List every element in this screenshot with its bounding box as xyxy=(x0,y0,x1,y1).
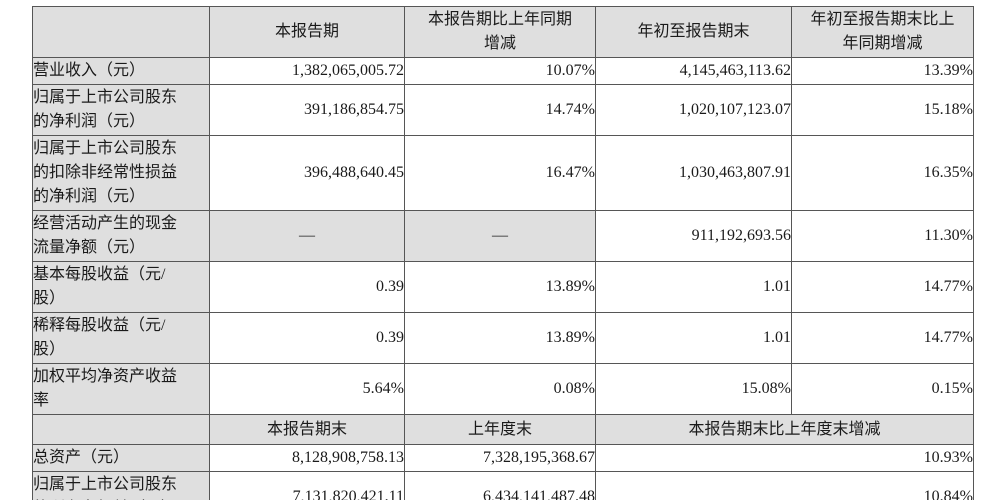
header-period-end: 本报告期末 xyxy=(209,414,405,445)
cell-current-period: 1,382,065,005.72 xyxy=(209,57,405,85)
table-row: 基本每股收益（元/ 股） 0.39 13.89% 1.01 14.77% xyxy=(32,261,974,313)
cell-ytd: 1,030,463,807.91 xyxy=(595,135,792,211)
row-label: 基本每股收益（元/ 股） xyxy=(32,261,210,313)
cell-ytd-yoy-change: 13.39% xyxy=(791,57,974,85)
row-label: 稀释每股收益（元/ 股） xyxy=(32,312,210,364)
table-row: 稀释每股收益（元/ 股） 0.39 13.89% 1.01 14.77% xyxy=(32,312,974,364)
cell-ytd: 911,192,693.56 xyxy=(595,210,792,262)
cell-ytd-yoy-change: 11.30% xyxy=(791,210,974,262)
cell-yoy-change: 16.47% xyxy=(404,135,596,211)
cell-ytd-yoy-change: 14.77% xyxy=(791,312,974,364)
cell-ytd: 1.01 xyxy=(595,261,792,313)
cell-current-period: 0.39 xyxy=(209,312,405,364)
cell-current-period: 0.39 xyxy=(209,261,405,313)
cell-current-period: 391,186,854.75 xyxy=(209,84,405,136)
section1-header-row: 本报告期 本报告期比上年同期 增减 年初至报告期末 年初至报告期末比上 年同期增… xyxy=(32,6,974,58)
header-current-period: 本报告期 xyxy=(209,6,405,58)
cell-yoy-change: 14.74% xyxy=(404,84,596,136)
cell-yoy-change-dash: — xyxy=(404,210,596,262)
cell-yoy-change: 13.89% xyxy=(404,312,596,364)
table-row: 经营活动产生的现金 流量净额（元） — — 911,192,693.56 11.… xyxy=(32,210,974,262)
header-ytd-yoy-change: 年初至报告期末比上 年同期增减 xyxy=(791,6,974,58)
cell-ytd-yoy-change: 16.35% xyxy=(791,135,974,211)
cell-yoy-change: 10.07% xyxy=(404,57,596,85)
cell-current-period: 396,488,640.45 xyxy=(209,135,405,211)
cell-current-period: 5.64% xyxy=(209,363,405,415)
cell-ytd: 1.01 xyxy=(595,312,792,364)
cell-current-period-dash: — xyxy=(209,210,405,262)
row-label: 归属于上市公司股东 的净利润（元） xyxy=(32,84,210,136)
section2-header-row: 本报告期末 上年度末 本报告期末比上年度末增减 xyxy=(32,414,974,445)
cell-prior-year-end: 6,434,141,487.48 xyxy=(404,471,596,500)
cell-ytd: 1,020,107,123.07 xyxy=(595,84,792,136)
header2-blank xyxy=(32,414,210,445)
table-row: 归属于上市公司股东 的所有者权益（元） 7,131,820,421.11 6,4… xyxy=(32,471,974,500)
cell-period-end: 8,128,908,758.13 xyxy=(209,444,405,472)
cell-yoy-change: 0.08% xyxy=(404,363,596,415)
table-row: 总资产（元） 8,128,908,758.13 7,328,195,368.67… xyxy=(32,444,974,472)
header-yoy-change: 本报告期比上年同期 增减 xyxy=(404,6,596,58)
cell-period-end: 7,131,820,421.11 xyxy=(209,471,405,500)
table-row: 加权平均净资产收益 率 5.64% 0.08% 15.08% 0.15% xyxy=(32,363,974,415)
header-blank xyxy=(32,6,210,58)
cell-ytd-yoy-change: 0.15% xyxy=(791,363,974,415)
cell-change: 10.93% xyxy=(595,444,974,472)
cell-yoy-change: 13.89% xyxy=(404,261,596,313)
cell-prior-year-end: 7,328,195,368.67 xyxy=(404,444,596,472)
table-row: 归属于上市公司股东 的净利润（元） 391,186,854.75 14.74% … xyxy=(32,84,974,136)
cell-ytd-yoy-change: 15.18% xyxy=(791,84,974,136)
row-label: 归属于上市公司股东 的扣除非经常性损益 的净利润（元） xyxy=(32,135,210,211)
row-label: 归属于上市公司股东 的所有者权益（元） xyxy=(32,471,210,500)
row-label: 总资产（元） xyxy=(32,444,210,472)
cell-ytd-yoy-change: 14.77% xyxy=(791,261,974,313)
cell-change: 10.84% xyxy=(595,471,974,500)
header-ytd: 年初至报告期末 xyxy=(595,6,792,58)
header-period-end-change: 本报告期末比上年度末增减 xyxy=(595,414,974,445)
cell-ytd: 4,145,463,113.62 xyxy=(595,57,792,85)
table-row: 营业收入（元） 1,382,065,005.72 10.07% 4,145,46… xyxy=(32,57,974,85)
cell-ytd: 15.08% xyxy=(595,363,792,415)
row-label: 加权平均净资产收益 率 xyxy=(32,363,210,415)
row-label: 经营活动产生的现金 流量净额（元） xyxy=(32,210,210,262)
table-row: 归属于上市公司股东 的扣除非经常性损益 的净利润（元） 396,488,640.… xyxy=(32,135,974,211)
financial-summary-table: 本报告期 本报告期比上年同期 增减 年初至报告期末 年初至报告期末比上 年同期增… xyxy=(32,6,974,500)
row-label: 营业收入（元） xyxy=(32,57,210,85)
header-prior-year-end: 上年度末 xyxy=(404,414,596,445)
